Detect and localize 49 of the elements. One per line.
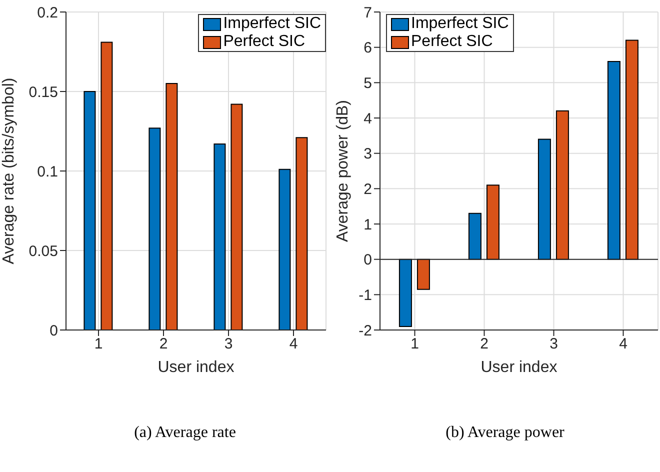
bar xyxy=(486,184,500,260)
x-tick-label: 1 xyxy=(94,336,103,353)
bar xyxy=(296,137,308,330)
x-tick-label: 2 xyxy=(480,336,488,353)
x-axis-title: User index xyxy=(480,359,558,376)
bar xyxy=(166,83,178,330)
legend-label: Perfect SIC xyxy=(410,33,494,51)
y-tick-label: 0.2 xyxy=(37,4,58,22)
x-tick-label: 4 xyxy=(289,336,298,353)
y-axis-title: Average rate (bits/symbol) xyxy=(0,78,18,264)
y-tick-label: 3 xyxy=(364,146,372,163)
y-tick-label: 6 xyxy=(364,40,372,57)
legend-label: Imperfect SIC xyxy=(410,15,509,33)
y-tick-label: 0 xyxy=(364,252,372,269)
y-tick-label: 0 xyxy=(50,322,58,340)
y-axis-title: Average power (dB) xyxy=(334,100,352,242)
x-tick-label: 2 xyxy=(159,336,168,353)
x-axis-title: User index xyxy=(158,359,234,376)
text: (a) Average rate xyxy=(133,424,237,442)
y-tick-label: -2 xyxy=(358,322,372,340)
y-tick-label: 0.1 xyxy=(37,163,58,180)
y-tick-label: 1 xyxy=(364,216,372,234)
x-tick-label: 3 xyxy=(550,336,558,353)
legend-label: Imperfect SIC xyxy=(222,15,321,33)
y-tick-label: -1 xyxy=(358,286,372,304)
y-tick-label: 0.15 xyxy=(28,84,58,101)
y-tick-label: 5 xyxy=(364,74,372,92)
bar xyxy=(625,40,638,260)
bar xyxy=(538,138,551,260)
text: (b) Average power xyxy=(444,424,566,442)
bar xyxy=(468,212,482,260)
y-tick-label: 4 xyxy=(364,110,372,128)
x-tick-label: 3 xyxy=(224,336,233,353)
bar xyxy=(607,60,620,260)
x-tick-label: 4 xyxy=(619,336,628,353)
y-tick-label: 0.05 xyxy=(28,242,58,260)
bar xyxy=(214,143,226,330)
bar xyxy=(416,258,430,290)
legend-label: Perfect SIC xyxy=(222,33,306,51)
bar xyxy=(556,110,569,260)
x-tick-label: 1 xyxy=(410,336,419,353)
bar xyxy=(84,91,96,330)
bar xyxy=(148,128,161,330)
bar xyxy=(398,258,412,327)
bar xyxy=(100,42,113,330)
y-tick-label: 7 xyxy=(364,4,372,22)
y-tick-label: 2 xyxy=(364,180,372,198)
bar xyxy=(230,104,243,330)
bar xyxy=(278,168,291,330)
